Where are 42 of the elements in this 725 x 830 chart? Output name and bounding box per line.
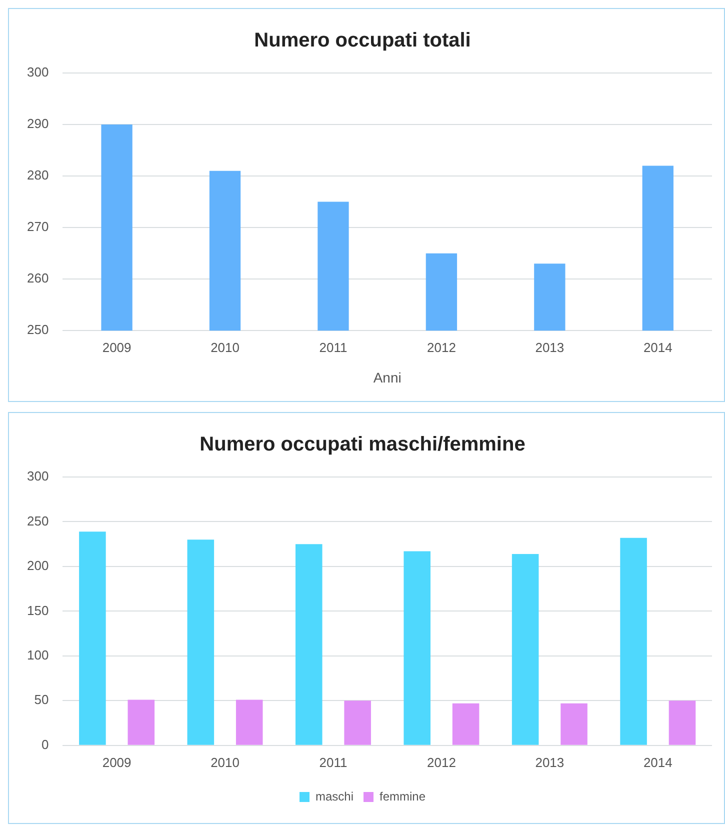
y-tick-label: 260	[26, 270, 49, 286]
x-tick-label: 2010	[210, 340, 240, 355]
bar	[79, 532, 106, 745]
x-tick-label: 2014	[643, 754, 672, 770]
y-tick-label: 150	[26, 602, 49, 618]
x-tick-label: 2009	[102, 340, 132, 355]
y-tick-label: 250	[26, 322, 49, 338]
y-tick-label: 300	[26, 64, 49, 80]
x-tick-label: 2013	[535, 340, 564, 355]
chart-title: Numero occupati maschi/femmine	[200, 434, 526, 456]
y-tick-label: 300	[26, 468, 49, 484]
y-tick-label: 0	[41, 736, 49, 752]
bar	[512, 554, 539, 745]
y-tick-label: 200	[26, 558, 49, 574]
x-tick-label: 2009	[102, 754, 132, 770]
legend-label: femmine	[380, 789, 426, 804]
x-tick-label: 2010	[210, 754, 240, 770]
chart-title: Numero occupati totali	[254, 30, 471, 52]
bar	[344, 700, 371, 745]
x-tick-label: 2012	[426, 754, 456, 770]
bar	[404, 551, 430, 745]
bar	[560, 703, 588, 745]
y-tick-label: 250	[26, 513, 49, 528]
y-tick-label: 270	[26, 219, 49, 234]
y-tick-label: 50	[34, 692, 49, 708]
y-tick-label: 280	[26, 168, 49, 183]
x-tick-label: 2011	[319, 754, 348, 770]
x-tick-label: 2011	[319, 340, 348, 355]
bar	[668, 700, 696, 745]
bar	[236, 700, 263, 745]
legend-label: maschi	[315, 789, 354, 804]
x-tick-label: 2014	[643, 340, 672, 355]
bar	[295, 544, 322, 745]
x-tick-label: 2012	[426, 340, 456, 355]
x-tick-label: 2013	[535, 754, 564, 770]
x-axis-title: Anni	[373, 369, 402, 386]
y-tick-label: 290	[26, 116, 49, 132]
bar	[128, 700, 155, 745]
y-tick-label: 100	[26, 648, 49, 663]
bar	[187, 540, 214, 745]
bar	[620, 538, 647, 745]
bar	[452, 703, 480, 745]
